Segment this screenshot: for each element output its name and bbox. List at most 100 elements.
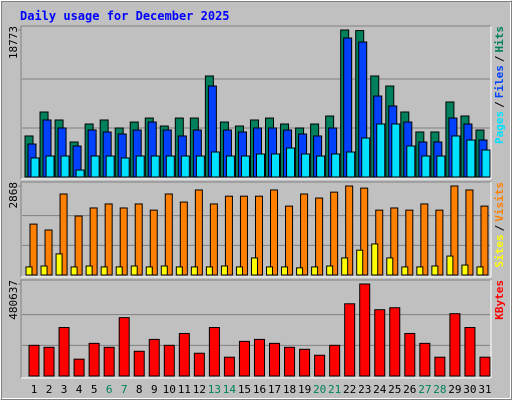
bar xyxy=(89,207,98,276)
bar xyxy=(238,340,250,377)
x-tick-label: 9 xyxy=(151,383,158,396)
bar xyxy=(205,266,213,276)
bar xyxy=(178,332,190,377)
x-tick-label: 26 xyxy=(403,383,416,396)
x-tick-label: 16 xyxy=(253,383,266,396)
bar xyxy=(374,309,386,377)
x-tick-label: 13 xyxy=(208,383,221,396)
bar xyxy=(195,155,205,178)
bar xyxy=(193,352,205,377)
bar xyxy=(59,193,68,276)
x-tick-label: 19 xyxy=(298,383,311,396)
bar xyxy=(271,153,281,178)
x-tick-label: 8 xyxy=(136,383,143,396)
bar xyxy=(476,266,484,276)
bar xyxy=(118,317,130,377)
bar xyxy=(85,265,93,276)
legend-entry: Hits xyxy=(493,26,506,53)
bar xyxy=(103,346,115,377)
legend-entry: Pages xyxy=(493,111,506,144)
bar xyxy=(88,342,100,377)
x-tick-label: 4 xyxy=(76,383,83,396)
x-tick-label: 27 xyxy=(418,383,431,396)
bar xyxy=(253,338,265,377)
x-tick-label: 31 xyxy=(478,383,491,396)
bar xyxy=(55,253,63,276)
bar xyxy=(479,356,491,377)
bar xyxy=(58,327,70,377)
bar xyxy=(44,229,53,276)
bar xyxy=(330,191,339,276)
bar xyxy=(371,243,379,276)
bar xyxy=(225,155,235,178)
bar xyxy=(163,344,175,377)
bar xyxy=(25,266,33,276)
x-tick-label: 1 xyxy=(31,383,38,396)
bar xyxy=(120,157,130,178)
x-tick-label: 21 xyxy=(328,383,341,396)
bar xyxy=(135,155,145,178)
bar xyxy=(301,153,311,178)
x-tick-label: 22 xyxy=(343,383,356,396)
bar xyxy=(344,303,356,377)
bar xyxy=(235,266,243,276)
bar xyxy=(345,185,354,276)
bar xyxy=(466,139,476,178)
bar xyxy=(254,195,263,276)
bar xyxy=(209,203,218,276)
bar xyxy=(133,350,145,377)
bar xyxy=(45,155,55,178)
bar xyxy=(60,155,70,178)
x-tick-label: 20 xyxy=(313,383,326,396)
bar xyxy=(115,266,123,276)
bar xyxy=(29,223,38,276)
bar xyxy=(160,265,168,276)
bar xyxy=(464,327,476,377)
bar xyxy=(391,123,401,178)
bar xyxy=(451,135,461,178)
bar xyxy=(376,123,386,178)
x-tick-label: 17 xyxy=(268,383,281,396)
bar xyxy=(359,283,371,377)
bar xyxy=(375,209,384,276)
x-tick-label: 18 xyxy=(283,383,296,396)
legend-separator: / xyxy=(493,55,506,62)
x-tick-label: 23 xyxy=(358,383,371,396)
bar xyxy=(311,266,319,276)
bar xyxy=(405,209,414,276)
legend-entry: KBytes xyxy=(493,280,506,320)
bar xyxy=(329,344,341,377)
bar xyxy=(240,155,250,178)
bar xyxy=(449,313,461,377)
legend: Pages / Files / Hits xyxy=(493,26,506,144)
bar xyxy=(270,189,279,276)
bar xyxy=(420,203,429,276)
legend-separator: / xyxy=(493,224,506,231)
bar xyxy=(436,155,446,178)
bar xyxy=(180,155,190,178)
bar xyxy=(331,153,341,178)
bar xyxy=(130,265,138,276)
bar xyxy=(100,266,108,276)
x-tick-label: 25 xyxy=(388,383,401,396)
bar xyxy=(74,215,83,276)
bar xyxy=(220,265,228,276)
bar xyxy=(40,265,48,276)
bar xyxy=(266,266,274,276)
bar xyxy=(179,201,188,276)
bar xyxy=(150,155,160,178)
bar xyxy=(164,193,173,276)
bar xyxy=(119,207,128,276)
bar xyxy=(286,147,296,178)
legend-entry: Files xyxy=(493,65,506,98)
y-tick-label: 480637 xyxy=(7,280,20,320)
bar xyxy=(361,137,371,178)
bar xyxy=(284,346,296,377)
bar xyxy=(481,149,491,178)
bar xyxy=(450,185,459,276)
x-tick-label: 30 xyxy=(463,383,476,396)
bar xyxy=(446,255,454,276)
bar xyxy=(194,189,203,276)
bar xyxy=(421,155,431,178)
